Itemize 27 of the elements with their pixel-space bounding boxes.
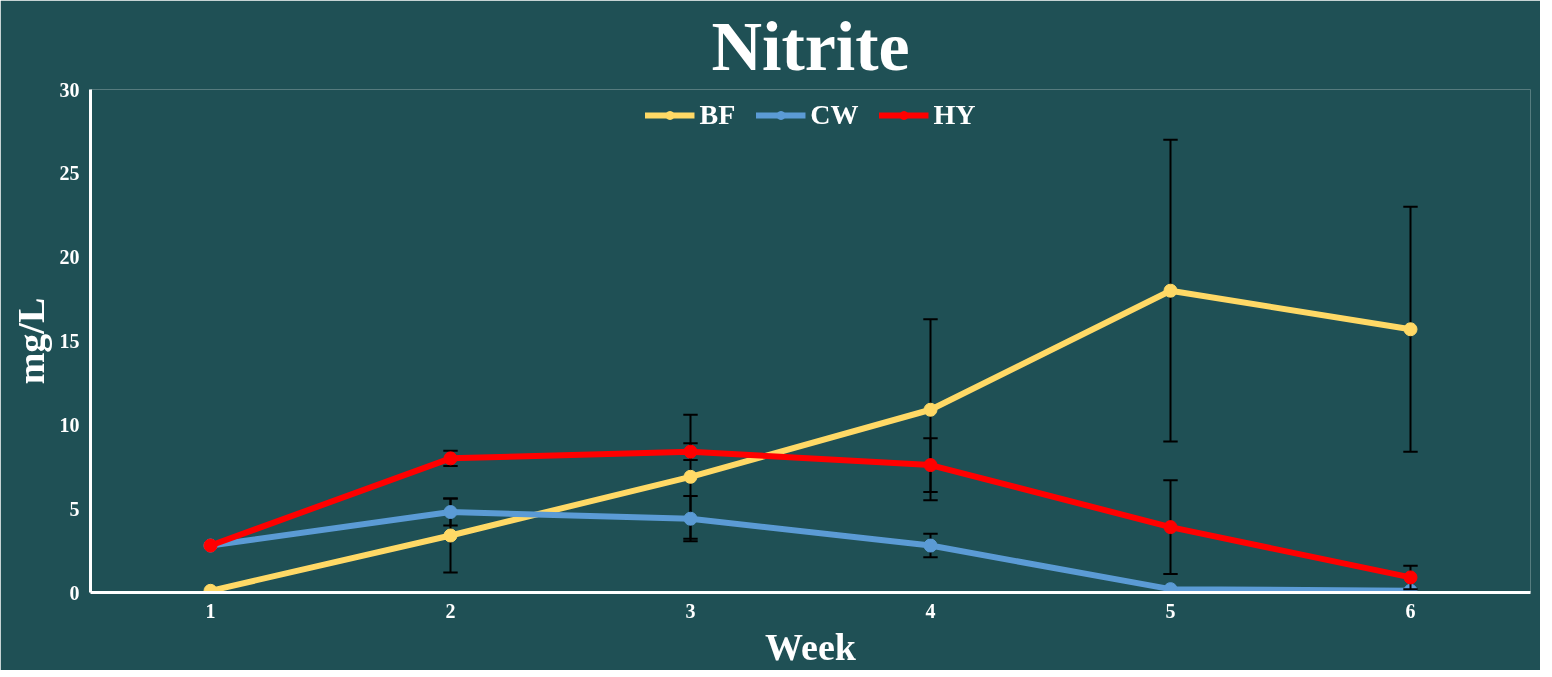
legend-label: BF xyxy=(699,99,736,131)
y-tick-label: 10 xyxy=(59,413,80,436)
x-axis-title: Week xyxy=(765,625,857,668)
legend-label: CW xyxy=(810,99,859,131)
chart-title: Nitrite xyxy=(711,7,910,85)
point xyxy=(923,458,938,473)
point xyxy=(683,469,698,484)
x-tick-label: 3 xyxy=(685,599,696,622)
point xyxy=(683,511,698,526)
y-tick-label: 20 xyxy=(59,246,80,269)
y-tick-label: 25 xyxy=(59,162,80,185)
x-tick-label: 5 xyxy=(1165,599,1176,622)
point xyxy=(923,402,938,417)
point xyxy=(1403,322,1418,337)
y-tick-label: 15 xyxy=(59,330,80,352)
y-tick-label: 0 xyxy=(69,581,80,604)
point xyxy=(1163,520,1178,535)
point xyxy=(443,528,458,543)
y-axis-title: mg/L xyxy=(9,297,52,385)
point xyxy=(1163,283,1178,298)
legend-label: HY xyxy=(933,99,976,131)
x-tick-label: 4 xyxy=(925,599,936,622)
x-tick-label: 6 xyxy=(1405,599,1416,622)
x-tick-label: 1 xyxy=(205,599,216,622)
x-tick-label: 2 xyxy=(445,599,456,622)
y-tick-label: 30 xyxy=(59,78,80,101)
y-tick-label: 5 xyxy=(69,497,80,520)
